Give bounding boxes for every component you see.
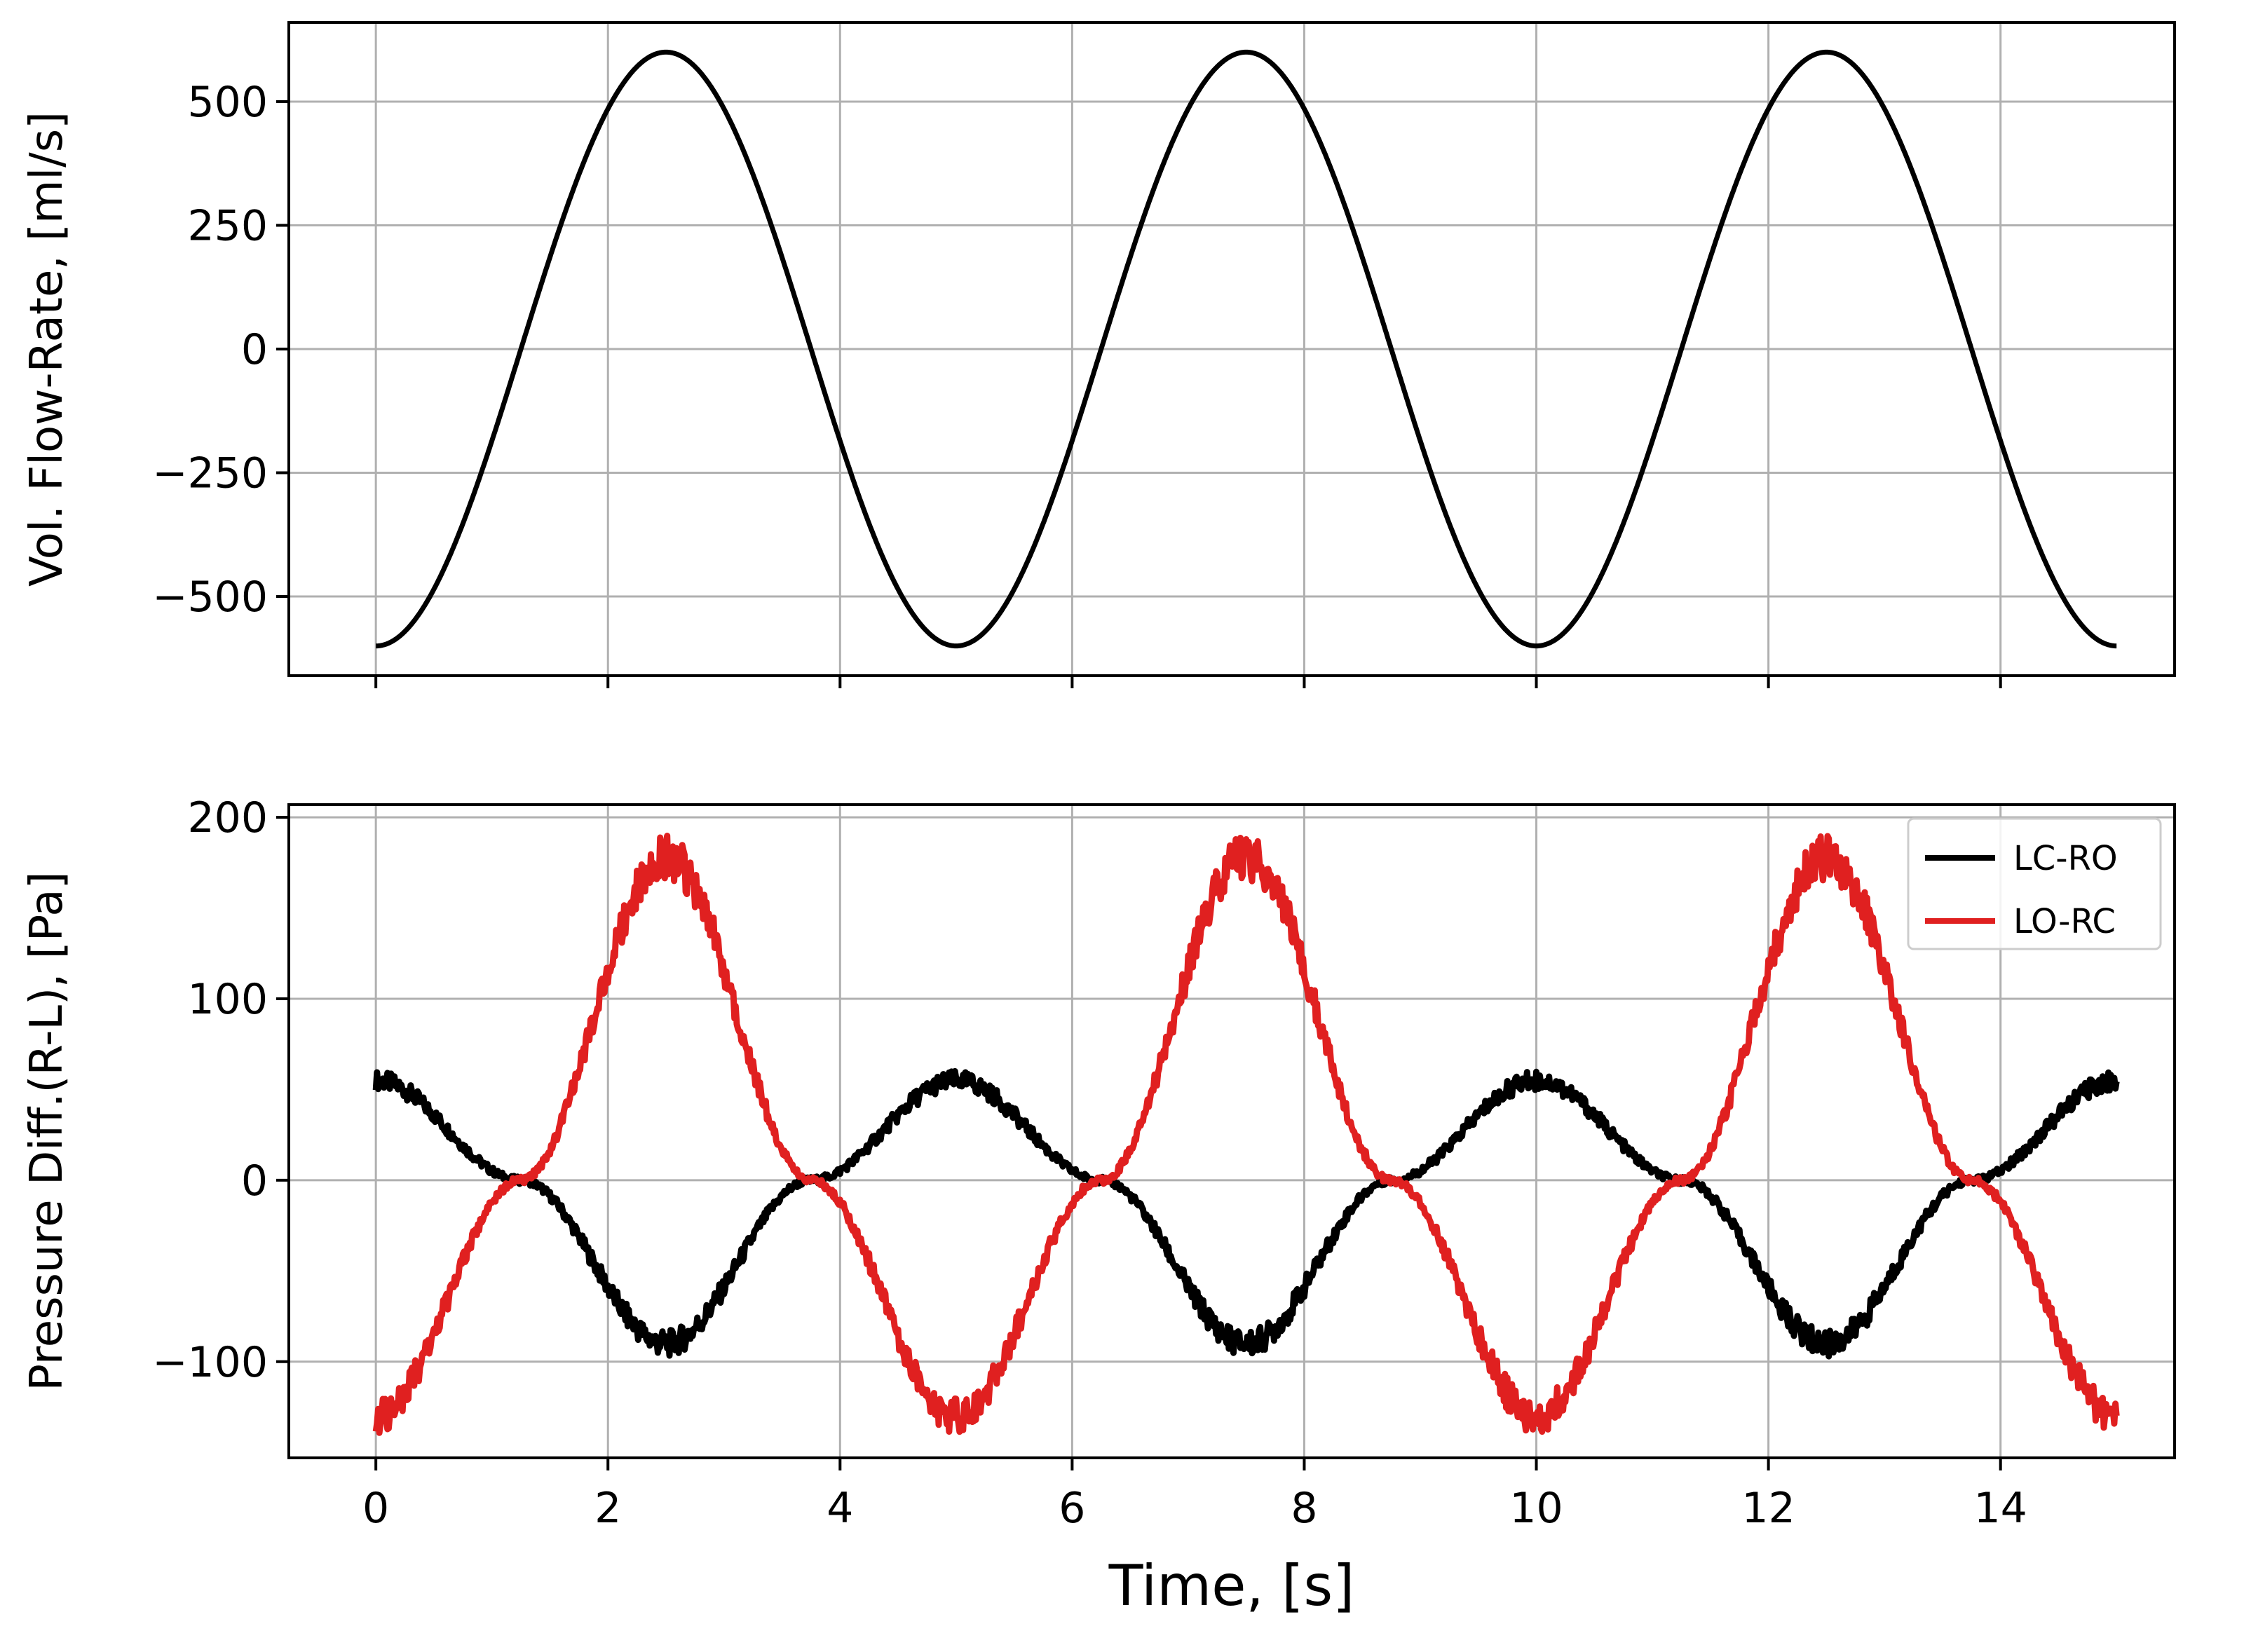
pressure-grid <box>289 805 2175 1458</box>
y-tick-label: −250 <box>152 449 268 498</box>
pressure-series-group <box>372 833 2120 1436</box>
y-tick-label: 200 <box>187 793 268 842</box>
pressure-y-axis-label: Pressure Diff.(R-L), [Pa] <box>21 871 73 1391</box>
pressure-axes-frame <box>287 803 2176 1459</box>
y-tick-label: −500 <box>152 573 268 622</box>
x-tick-label: 4 <box>827 1484 853 1533</box>
time-x-axis-label: Time, [s] <box>1108 1553 1355 1618</box>
y-tick-label: −100 <box>152 1338 268 1387</box>
legend-box <box>1907 817 2162 950</box>
y-tick-label: 500 <box>187 78 268 127</box>
x-tick-label: 14 <box>1974 1484 2027 1533</box>
series-line-lc-ro <box>372 1067 2120 1360</box>
flow-rate-panel: −500 −250 0 250 500 Vol. Flow-Rate, [ml/s] <box>21 21 2176 688</box>
flow-rate-ticks: −500 −250 0 250 500 <box>152 78 2002 688</box>
y-tick-label: 0 <box>241 325 268 374</box>
x-tick-label: 0 <box>362 1484 389 1533</box>
legend-label-lo-rc: LO-RC <box>2013 902 2116 941</box>
x-tick-label: 12 <box>1741 1484 1795 1533</box>
series-line-flow-rate <box>374 49 2119 649</box>
x-tick-label: 6 <box>1059 1484 1085 1533</box>
legend: LC-RO LO-RC <box>1907 817 2162 950</box>
flow-rate-y-axis-label: Vol. Flow-Rate, [ml/s] <box>21 111 73 587</box>
x-tick-label: 10 <box>1509 1484 1563 1533</box>
x-tick-label: 2 <box>594 1484 621 1533</box>
series-line-lo-rc <box>372 833 2120 1436</box>
y-tick-label: 250 <box>187 201 268 250</box>
flow-rate-grid <box>289 22 2175 676</box>
y-tick-label: 100 <box>187 975 268 1024</box>
flow-rate-series-group <box>374 49 2119 649</box>
pressure-ticks: 0 2 4 6 8 10 12 14 −100 0 100 200 <box>152 793 2027 1533</box>
legend-label-lc-ro: LC-RO <box>2013 839 2118 878</box>
x-tick-label: 8 <box>1291 1484 1317 1533</box>
pressure-panel: 0 2 4 6 8 10 12 14 −100 0 100 200 Pressure Diff.(R-… <box>21 793 2176 1618</box>
y-tick-label: 0 <box>241 1156 268 1206</box>
